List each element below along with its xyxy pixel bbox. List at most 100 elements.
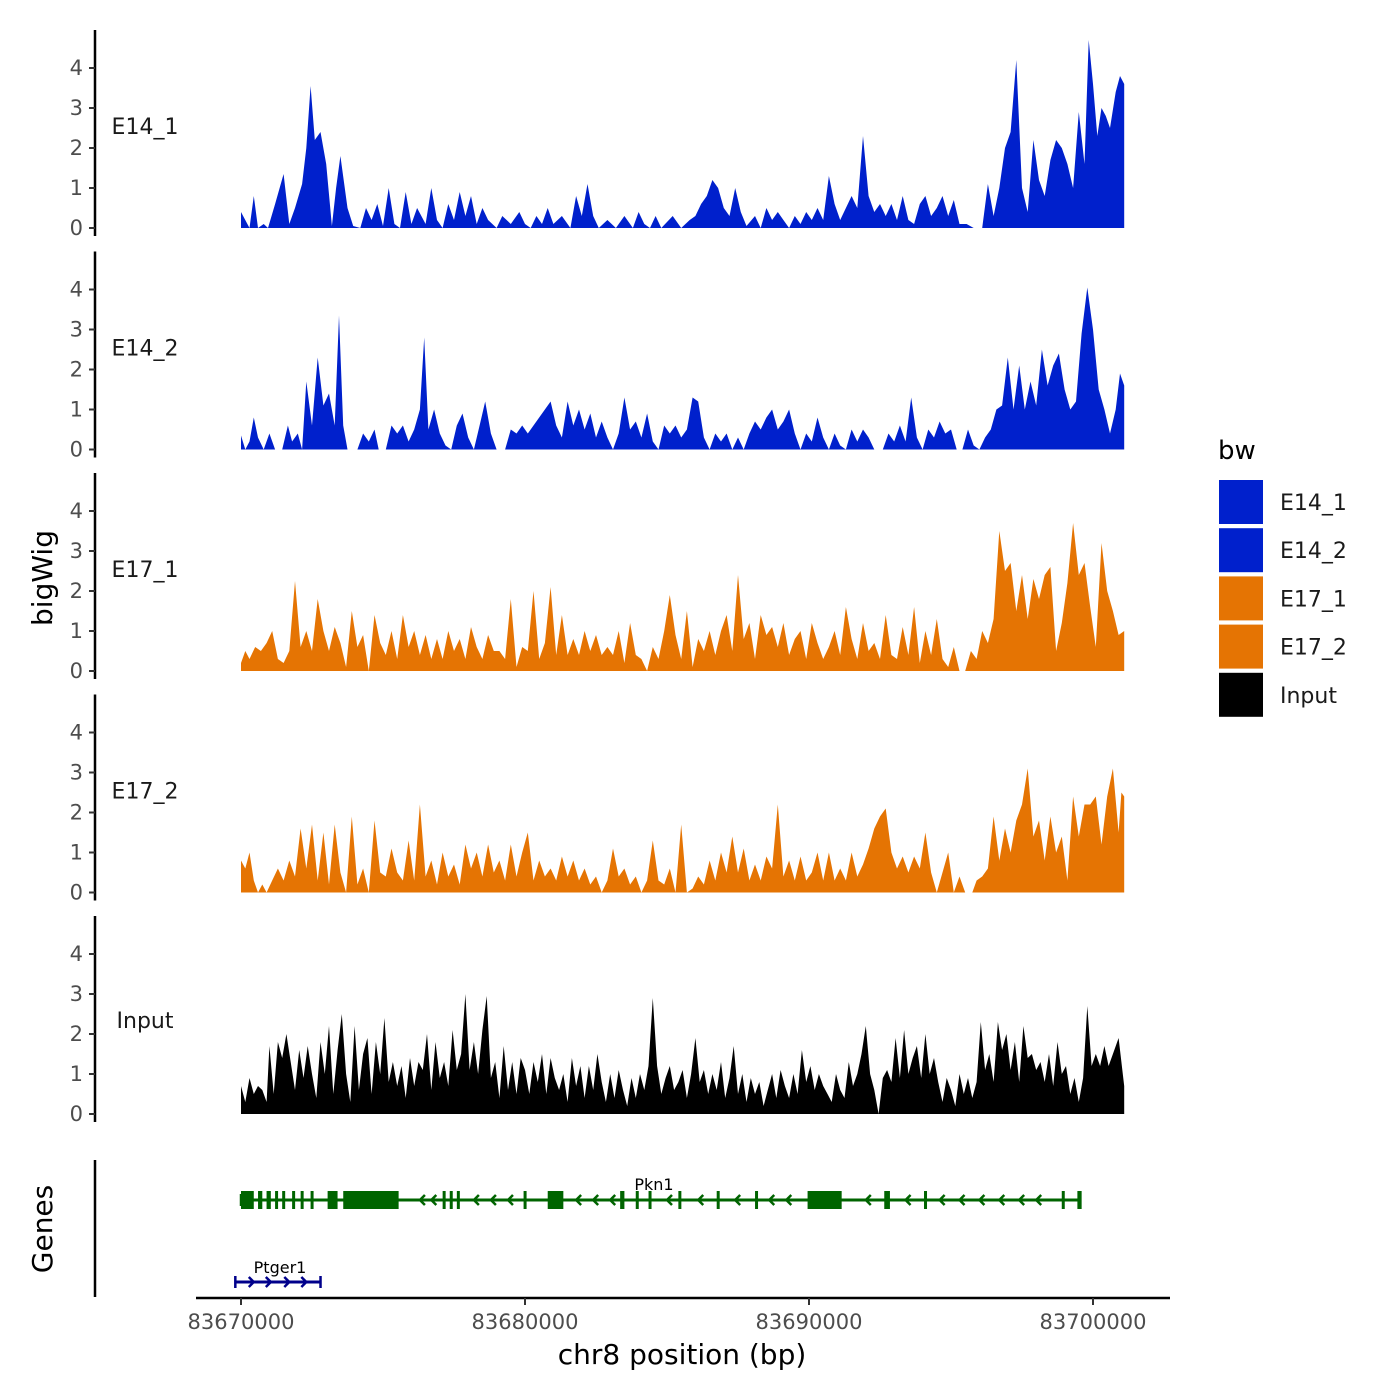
strand-arrow [903, 1194, 912, 1206]
exon [1077, 1191, 1082, 1209]
y-tick-label: 0 [70, 216, 83, 240]
exon [620, 1191, 625, 1209]
exon [241, 1191, 254, 1209]
gene-label: Pkn1 [634, 1175, 673, 1194]
exon [456, 1191, 460, 1209]
y-tick-label: 3 [70, 761, 83, 785]
signal-tracks: 0 1 2 3 4 E14_1 0 1 2 3 4 E14_2 0 1 2 3 4 E17_1 0 1 2 3 4 E17_2… [70, 30, 1125, 1126]
exon [300, 1191, 304, 1209]
gene-pkn1: Pkn1 [239, 1175, 1082, 1209]
strand-arrow [472, 1194, 480, 1206]
x-tick-label: 83680000 [472, 1310, 579, 1334]
legend: bw E14_1 E14_2 E17_1 E17_2 Input [1218, 436, 1347, 717]
gene-label: Ptger1 [254, 1258, 307, 1277]
x-tick-label: 83670000 [188, 1310, 295, 1334]
strand-arrow [696, 1194, 705, 1206]
track-e17-2: 0 1 2 3 4 E17_2 [70, 694, 1125, 905]
strand-arrow [937, 1194, 946, 1206]
y-tick-label: 3 [70, 318, 83, 342]
strand-arrow [300, 1276, 309, 1288]
exon [716, 1191, 720, 1209]
track-label: E17_2 [112, 780, 179, 805]
exon [282, 1191, 286, 1209]
y-tick-label: 4 [70, 721, 83, 745]
strand-arrow [1017, 1194, 1026, 1206]
legend-label: Input [1280, 684, 1337, 709]
x-tick-label: 83690000 [756, 1310, 863, 1334]
exon [275, 1191, 279, 1209]
exon [678, 1191, 682, 1209]
gene-ptger1: Ptger1 [234, 1258, 322, 1288]
strand-arrow [591, 1194, 600, 1206]
signal-area [241, 40, 1125, 228]
y-tick-label: 2 [70, 1022, 83, 1046]
y-tick-label: 4 [70, 499, 83, 523]
strand-arrow [864, 1194, 872, 1206]
exon [547, 1191, 564, 1209]
y-tick-label: 0 [70, 438, 83, 462]
exon [807, 1191, 842, 1209]
strand-arrow [733, 1194, 742, 1206]
y-tick-label: 4 [70, 942, 83, 966]
track-input: 0 1 2 3 4 Input [70, 916, 1125, 1126]
exon [310, 1191, 314, 1209]
track-e17-1: 0 1 2 3 4 E17_1 [70, 473, 1125, 683]
track-label: Input [117, 1009, 174, 1034]
genes-axis-title: Genes [26, 1185, 59, 1273]
track-label: E14_2 [112, 337, 179, 362]
strand-arrow [283, 1276, 292, 1288]
y-tick-label: 4 [70, 56, 83, 80]
legend-title: bw [1218, 436, 1256, 466]
signal-area [241, 287, 1125, 450]
legend-item-e17-1: E17_1 [1219, 576, 1347, 621]
legend-swatch [1219, 576, 1263, 621]
signal-area [241, 994, 1125, 1114]
gene-track: Pkn1 Ptger1 [93, 1160, 1082, 1297]
strand-arrow [418, 1194, 426, 1206]
strand-arrow [957, 1194, 966, 1206]
signal-area [241, 768, 1125, 893]
y-tick-label: 4 [70, 278, 83, 302]
exon [327, 1191, 338, 1209]
strand-arrow [1034, 1194, 1043, 1206]
legend-label: E14_1 [1280, 491, 1347, 516]
exon [523, 1191, 527, 1209]
y-tick-label: 3 [70, 982, 83, 1006]
legend-swatch [1219, 624, 1263, 669]
exon [266, 1191, 271, 1209]
exon [258, 1191, 263, 1209]
y-tick-label: 1 [70, 176, 83, 200]
exon [884, 1191, 890, 1209]
y-tick-label: 3 [70, 96, 83, 120]
x-tick-label: 83700000 [1040, 1310, 1147, 1334]
signal-area [241, 523, 1125, 671]
legend-label: E17_2 [1280, 636, 1347, 661]
y-tick-label: 1 [70, 398, 83, 422]
strand-arrow [429, 1194, 438, 1206]
strand-arrow [665, 1194, 673, 1206]
strand-arrow [489, 1194, 497, 1206]
y-tick-label: 0 [70, 659, 83, 683]
legend-swatch [1219, 480, 1263, 524]
track-label: E17_1 [112, 558, 179, 583]
exon [442, 1191, 446, 1209]
legend-item-e17-2: E17_2 [1219, 624, 1347, 669]
y-tick-label: 2 [70, 136, 83, 160]
legend-item-input: Input [1219, 672, 1337, 717]
x-axis: 83670000 83680000 83690000 83700000 [188, 1296, 1170, 1334]
legend-item-e14-2: E14_2 [1219, 528, 1347, 573]
y-tick-label: 0 [70, 1102, 83, 1126]
y-tick-label: 2 [70, 801, 83, 825]
strand-arrow [574, 1194, 583, 1206]
exon [292, 1191, 296, 1209]
exon [924, 1191, 928, 1209]
track-e14-2: 0 1 2 3 4 E14_2 [70, 251, 1125, 462]
y-tick-label: 2 [70, 358, 83, 382]
exon [648, 1191, 652, 1209]
exon [635, 1191, 639, 1209]
x-axis-title: chr8 position (bp) [558, 1338, 807, 1371]
strand-arrow [977, 1194, 986, 1206]
strand-arrow [264, 1276, 273, 1288]
strand-arrow [247, 1276, 256, 1288]
strand-arrow [506, 1194, 514, 1206]
